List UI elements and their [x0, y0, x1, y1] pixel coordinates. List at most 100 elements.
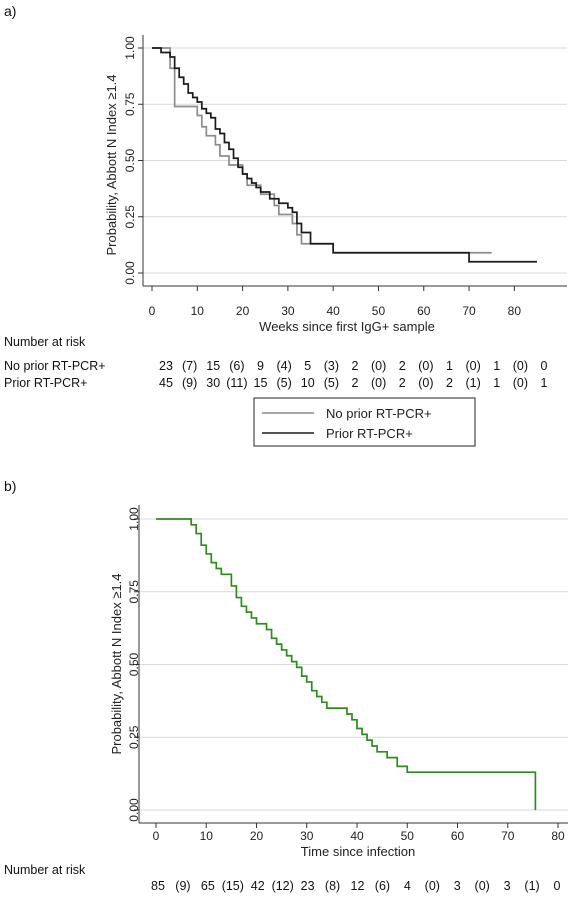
- risk-cell: (0): [475, 879, 490, 893]
- risk-cell: (0): [465, 359, 480, 373]
- x-tick-label: 30: [281, 304, 295, 318]
- y-tick-label: 0.25: [127, 725, 141, 749]
- risk-cell: 42: [251, 879, 265, 893]
- risk-cell: 0: [541, 359, 548, 373]
- x-tick-label: 60: [451, 829, 465, 843]
- x-tick-label: 0: [153, 829, 160, 843]
- x-tick-label: 30: [300, 829, 314, 843]
- y-tick-label: 0.75: [123, 92, 137, 116]
- panel-b-x-axis-label: Time since infection: [301, 844, 415, 859]
- risk-cell: (0): [513, 359, 528, 373]
- risk-cell: 3: [504, 879, 511, 893]
- risk-cell: 1: [541, 376, 548, 390]
- risk-cell: (0): [371, 359, 386, 373]
- risk-cell: 9: [257, 359, 264, 373]
- risk-row-label: Prior RT-PCR+: [4, 376, 87, 390]
- risk-cell: (15): [222, 879, 244, 893]
- risk-row-label: No prior RT-PCR+: [4, 359, 106, 373]
- panel-b-risk-table: Number at risk 85 (9) 65 (15) 42 (12) 23 (8) 12 (6…: [4, 863, 561, 893]
- risk-cell: 1: [446, 359, 453, 373]
- risk-cell: 10: [301, 376, 315, 390]
- risk-cell: 15: [206, 359, 220, 373]
- risk-cell: (9): [175, 879, 190, 893]
- risk-cell: 23: [301, 879, 315, 893]
- x-tick-label: 40: [326, 304, 340, 318]
- risk-cell: 45: [159, 376, 173, 390]
- panel-b-y-axis-label: Probability, Abbott N Index ≥1.4: [109, 573, 124, 754]
- risk-cell: 15: [254, 376, 268, 390]
- risk-table-title: Number at risk: [4, 335, 86, 349]
- km-curve-series-0: [156, 518, 537, 810]
- x-tick-label: 10: [191, 304, 205, 318]
- x-tick-label: 80: [551, 829, 565, 843]
- risk-cell: (4): [276, 359, 291, 373]
- panel-a-legend: No prior RT-PCR+ Prior RT-PCR+: [253, 397, 476, 447]
- risk-cell: 2: [352, 359, 359, 373]
- risk-cell: (11): [226, 376, 247, 390]
- panel-a-series: [152, 47, 537, 263]
- risk-cell: 4: [404, 879, 411, 893]
- km-curve-no-prior-rt-pcr-: [152, 47, 492, 254]
- risk-cell: 2: [352, 376, 359, 390]
- risk-cell: (9): [182, 376, 197, 390]
- y-tick-label: 0.50: [127, 652, 141, 676]
- risk-cell: (7): [182, 359, 197, 373]
- risk-cell: (0): [418, 359, 433, 373]
- risk-cell: (0): [425, 879, 440, 893]
- panel-b-series: [156, 518, 537, 810]
- risk-cell: (0): [371, 376, 386, 390]
- y-tick-label: 1.00: [123, 36, 137, 60]
- risk-cell: (1): [524, 879, 539, 893]
- risk-cell: (6): [229, 359, 244, 373]
- risk-cell: 5: [304, 359, 311, 373]
- y-tick-label: 0.75: [127, 580, 141, 604]
- y-tick-label: 0.25: [123, 205, 137, 229]
- panel-b: b) 0.000.250.500.751.000 10 20 30 40 50 60 70 80…: [4, 478, 568, 893]
- panel-a-x-axis-label: Weeks since first IgG+ sample: [259, 319, 435, 334]
- x-tick-label: 50: [401, 829, 415, 843]
- x-tick-label: 20: [250, 829, 264, 843]
- risk-cell: 1: [493, 376, 500, 390]
- x-tick-label: 10: [200, 829, 214, 843]
- risk-cell: 3: [454, 879, 461, 893]
- y-tick-label: 0.00: [123, 261, 137, 285]
- legend-entry-no-prior: No prior RT-PCR+: [326, 406, 432, 421]
- panel-a-axes: 0.00 0.25 0.50 0.75 1.00 0 10 20 30 40 50 60 70 80: [123, 35, 567, 318]
- panel-a-gridlines: [143, 47, 567, 274]
- panel-a-y-axis-label: Probability, Abbott N Index ≥1.4: [104, 74, 119, 255]
- risk-cell: 2: [399, 359, 406, 373]
- panel-b-label: b): [4, 478, 16, 494]
- risk-cell: (6): [375, 879, 390, 893]
- legend-box: [253, 397, 476, 447]
- risk-cell: 2: [399, 376, 406, 390]
- risk-cell: (0): [513, 376, 528, 390]
- panel-b-axes: 0.00 0.25 0.50 0.75 1.00 0 10 20 30 40 50 60 70 80: [127, 505, 568, 843]
- y-tick-label: 0.50: [123, 148, 137, 172]
- x-tick-label: 70: [501, 829, 515, 843]
- risk-cell: (1): [465, 376, 480, 390]
- risk-table-title: Number at risk: [4, 863, 86, 877]
- x-tick-label: 0: [149, 304, 156, 318]
- risk-cell: 85: [151, 879, 165, 893]
- risk-cell: (8): [325, 879, 340, 893]
- x-tick-label: 80: [508, 304, 522, 318]
- x-tick-label: 40: [350, 829, 364, 843]
- risk-cell: (5): [324, 376, 339, 390]
- risk-cell: 12: [351, 879, 365, 893]
- risk-cell: 23: [159, 359, 173, 373]
- x-tick-label: 70: [462, 304, 476, 318]
- x-tick-label: 60: [417, 304, 431, 318]
- risk-cell: 30: [206, 376, 220, 390]
- risk-cell: (5): [276, 376, 291, 390]
- panel-b-gridlines: [139, 518, 568, 811]
- risk-cell: 1: [493, 359, 500, 373]
- y-tick-label: 0.00: [127, 798, 141, 822]
- km-curve-prior-rt-pcr-: [152, 47, 537, 263]
- risk-cell: (12): [272, 879, 294, 893]
- risk-cell: (3): [324, 359, 339, 373]
- risk-cell: 0: [554, 879, 561, 893]
- risk-cell: (0): [418, 376, 433, 390]
- x-tick-label: 50: [372, 304, 386, 318]
